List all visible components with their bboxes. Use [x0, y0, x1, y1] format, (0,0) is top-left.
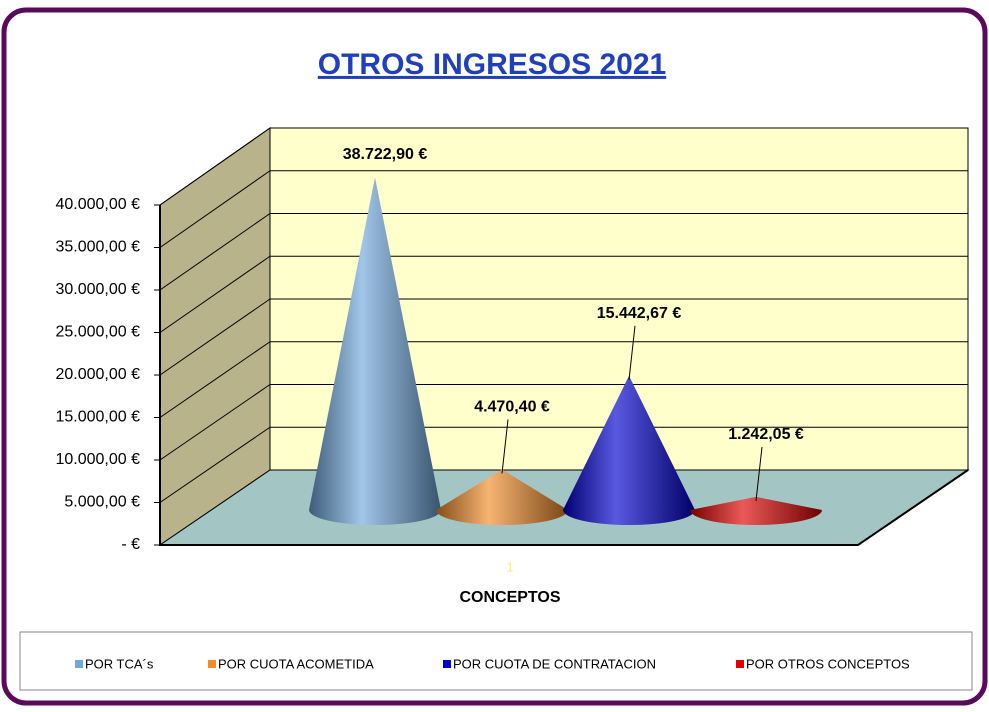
legend-label: POR CUOTA ACOMETIDA: [218, 656, 374, 671]
cone: [309, 177, 441, 526]
grid-line: [159, 341, 271, 418]
y-tick-label: 20.000,00 €: [55, 366, 140, 383]
leader-line: [501, 419, 509, 474]
legend-label: POR CUOTA DE CONTRATACION: [453, 656, 656, 671]
legend-swatch: [75, 660, 83, 668]
grid-line: [159, 426, 271, 503]
legend-swatch: [736, 660, 744, 668]
grid-line: [159, 213, 271, 291]
cone: [563, 375, 695, 525]
y-tick-label: 25.000,00 €: [55, 324, 140, 341]
data-label: 15.442,67 €: [597, 305, 682, 322]
legend-swatch: [208, 660, 216, 668]
cone: [436, 469, 568, 525]
axis-edge: [159, 205, 969, 546]
cone: [690, 496, 822, 525]
y-tick-label: 30.000,00 €: [55, 281, 140, 298]
floor: [158, 469, 970, 546]
y-tick-label: 40.000,00 €: [55, 196, 140, 213]
data-label: 4.470,40 €: [474, 399, 550, 416]
y-tick-label: 5.000,00 €: [64, 494, 140, 511]
legend-label: POR TCA´s: [85, 656, 154, 671]
leader-line: [755, 446, 763, 501]
grid-line: [159, 298, 271, 376]
x-tick-label: 1: [506, 559, 513, 574]
data-label: 1.242,05 €: [728, 426, 804, 443]
legend-label: POR OTROS CONCEPTOS: [746, 656, 910, 671]
legend-swatch: [443, 660, 451, 668]
y-tick-label: 35.000,00 €: [55, 239, 140, 256]
data-label: 38.722,90 €: [343, 146, 428, 163]
y-tick-label: 15.000,00 €: [55, 409, 140, 426]
y-tick-label: 10.000,00 €: [55, 451, 140, 468]
chart-title: OTROS INGRESOS 2021: [318, 48, 666, 81]
y-tick-label: - €: [121, 536, 140, 553]
grid-line: [159, 170, 271, 248]
grid-line: [159, 255, 271, 333]
grid-line: [159, 127, 271, 206]
legend: [19, 631, 973, 691]
x-axis-title: CONCEPTOS: [459, 589, 560, 606]
grid-line: [159, 384, 271, 461]
leader-line: [628, 325, 636, 380]
